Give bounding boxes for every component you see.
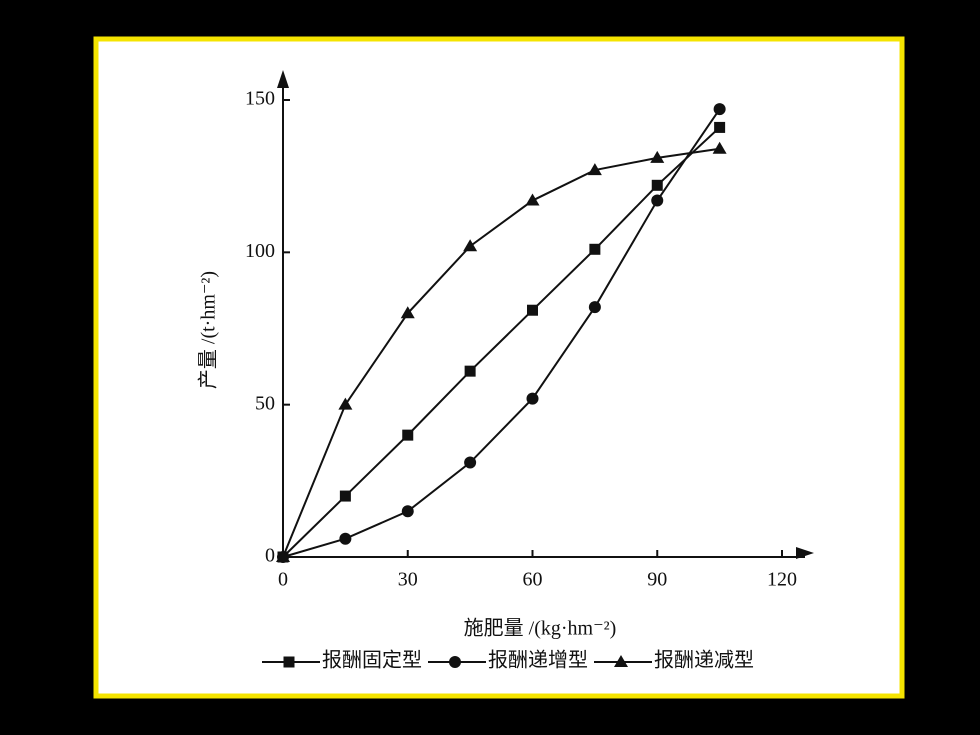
x-arrow (796, 547, 814, 559)
y-tick-label: 100 (245, 240, 275, 262)
y-tick-label: 0 (265, 545, 275, 567)
marker (464, 456, 477, 469)
marker (712, 141, 727, 154)
y-axis-label: 产量 /(t·hm⁻²) (197, 271, 220, 389)
marker (588, 301, 601, 314)
series-line (282, 147, 720, 558)
marker (400, 306, 415, 319)
marker (651, 179, 663, 191)
marker (589, 243, 601, 255)
series-line (282, 126, 721, 558)
marker (651, 194, 664, 207)
legend-marker (283, 656, 295, 668)
marker (276, 550, 290, 562)
marker (339, 490, 351, 502)
frame (93, 36, 905, 699)
marker (401, 505, 414, 518)
legend-label: 报酬递减型 (654, 649, 754, 672)
marker (650, 150, 665, 163)
marker (339, 532, 352, 545)
legend-marker (449, 656, 461, 668)
x-tick-label: 30 (398, 569, 418, 591)
x-tick-label: 0 (278, 569, 288, 591)
y-tick-label: 150 (245, 88, 275, 110)
marker (338, 397, 353, 410)
x-tick-label: 60 (523, 569, 543, 591)
marker (587, 163, 602, 176)
marker (525, 193, 540, 206)
marker (527, 304, 538, 316)
marker (464, 365, 476, 377)
y-arrow (277, 70, 289, 88)
y-tick-label: 50 (255, 392, 275, 414)
legend-marker (614, 655, 628, 667)
marker (713, 103, 726, 116)
x-tick-label: 120 (767, 569, 797, 591)
marker (402, 429, 414, 441)
x-tick-label: 90 (647, 569, 667, 591)
x-axis-label: 施肥量 /(kg·hm⁻²) (464, 617, 617, 640)
marker (526, 392, 539, 405)
marker (463, 239, 478, 252)
series-line (282, 108, 721, 558)
legend-label: 报酬递增型 (488, 649, 588, 672)
legend-label: 报酬固定型 (322, 649, 422, 672)
marker (714, 121, 726, 133)
